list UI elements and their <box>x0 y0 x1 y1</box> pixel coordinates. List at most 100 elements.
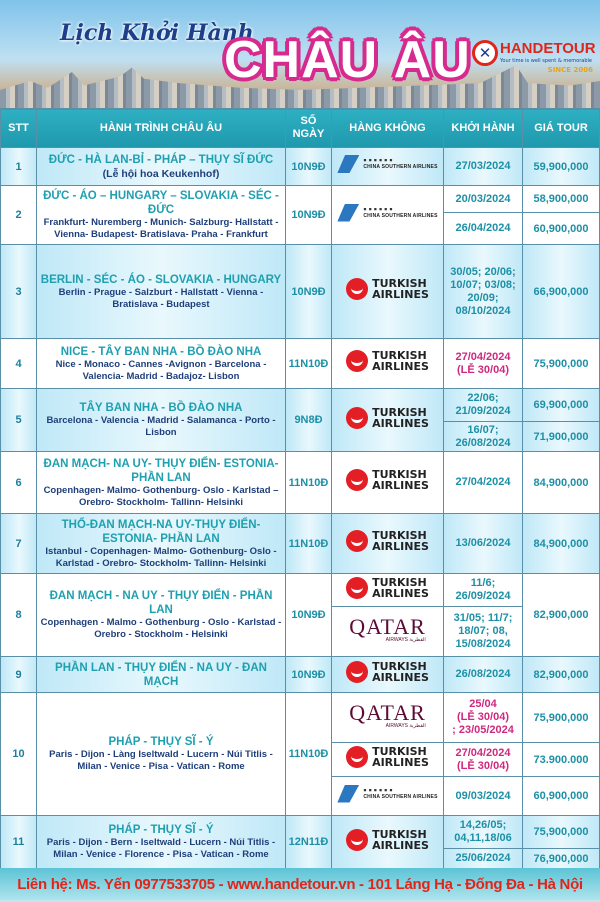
turkish-airlines-logo: TURKISH AIRLINES <box>346 575 429 599</box>
table-row: 9 PHẦN LAN - THỤY ĐIỂN - NA UY - ĐAN MẠCH… <box>0 656 600 693</box>
row-depart: 22/06; 21/09/2024 <box>443 388 523 422</box>
logo-text: CHINA SOUTHERN AIRLINES <box>363 793 438 800</box>
row-depart: 26/08/2024 <box>443 656 523 693</box>
table-row: 10 PHÁP - THỤY SĨ - Ý Paris - Dijon - Làng… <box>0 692 600 816</box>
depart-date: 27/04/2024 <box>455 746 511 759</box>
logo-text: AIRLINES <box>372 288 429 301</box>
depart-date: 25/06/2024 <box>455 852 511 864</box>
route-cities: Copenhagen - Malmo - Gothenburg - Oslo -… <box>40 617 282 640</box>
row-stt: 8 <box>0 573 37 657</box>
row-price: 58,900,000 <box>522 185 600 213</box>
depart-date: 11/6; 26/09/2024 <box>455 577 511 602</box>
table-row: TURKISH AIRLINES 27/04/2024 (LỄ 30/04) 73.90… <box>1 742 600 777</box>
row-depart: 27/04/2024 (LỄ 30/04) <box>443 338 523 389</box>
route-title: THỔ-ĐAN MẠCH-NA UY-THỤY ĐIỂN-ESTONIA- PH… <box>61 518 261 545</box>
row-price: 60,900,000 <box>522 776 600 816</box>
row-airline: TURKISH AIRLINES <box>331 742 444 777</box>
row-route: ĐỨC - ÁO – HUNGARY – SLOVAKIA - SÉC - ĐỨ… <box>36 185 286 245</box>
logo-text: AIRLINES <box>372 756 429 769</box>
depart-date: 27/03/2024 <box>455 160 511 172</box>
row-price: 71,900,000 <box>522 421 600 452</box>
row-days: 10N9Đ <box>285 147 332 186</box>
row-depart: 26/04/2024 <box>443 212 523 245</box>
row-stt: 9 <box>0 656 37 693</box>
footer-contact: Liên hệ: Ms. Yến 0977533705 - www.handet… <box>0 868 600 900</box>
depart-date: 26/04/2024 <box>455 222 511 234</box>
depart-date: 22/06; 21/09/2024 <box>455 392 511 417</box>
row-days: 11N10Đ <box>285 692 332 816</box>
china-southern-tail-icon <box>337 784 360 803</box>
row-airline: ▪▪▪▪▪▪ CHINA SOUTHERN AIRLINES <box>331 185 444 245</box>
turkish-airlines-icon <box>346 406 369 429</box>
row-depart: 27/04/2024 <box>443 451 523 514</box>
row-airline: TURKISH AIRLINES <box>331 451 444 514</box>
row-price: 73.900.000 <box>522 742 600 777</box>
row-stt: 10 <box>0 692 37 816</box>
route-title: TÂY BAN NHA - BỒ ĐÀO NHA <box>79 402 243 414</box>
logo-text: CHINA SOUTHERN AIRLINES <box>363 212 438 219</box>
depart-date: 09/03/2024 <box>455 789 511 802</box>
row-stt: 4 <box>0 338 37 389</box>
col-route: HÀNH TRÌNH CHÂU ÂU <box>36 108 286 148</box>
row-route: PHẦN LAN - THỤY ĐIỂN - NA UY - ĐAN MẠCH <box>36 656 286 693</box>
table-header-row: STT HÀNH TRÌNH CHÂU ÂU SỐ NGÀY HÀNG KHÔNG… <box>0 108 600 148</box>
depart-note: (LỄ 30/04) <box>457 363 509 376</box>
route-cities: Paris - Dijon - Làng Iseltwald - Lucern … <box>49 749 273 772</box>
row-airline: QATAR AIRWAYS القطرية <box>331 606 444 657</box>
col-days: SỐ NGÀY <box>285 108 332 148</box>
row-stt: 5 <box>0 388 37 452</box>
logo-text: TURKISH <box>372 660 427 673</box>
route-cities: Barcelona - Valencia - Madrid - Salamanc… <box>46 415 276 438</box>
logo-tagline: Your time is well spent & memorable <box>500 58 592 64</box>
logo-text: TURKISH <box>372 405 427 419</box>
row-price: 82,900,000 <box>522 573 600 657</box>
script-title: Lịch Khởi Hành <box>60 20 254 46</box>
depart-extra: ; 23/05/2024 <box>452 724 514 736</box>
depart-date: 27/04/2024 <box>455 350 511 363</box>
row-days: 10N9Đ <box>285 573 332 657</box>
row-airline: TURKISH AIRLINES <box>331 815 444 869</box>
row-days: 10N9Đ <box>285 185 332 245</box>
logo-text: QATAR <box>349 614 426 639</box>
depart-date: 30/05; 20/06; 10/07; 03/08; 20/09; 08/10… <box>450 265 516 317</box>
row-route: ĐỨC - HÀ LAN-BỈ - PHÁP – THỤY SĨ ĐỨC (Lễ … <box>36 147 286 186</box>
turkish-airlines-logo: TURKISH AIRLINES <box>346 405 429 429</box>
table-row: 25/06/2024 76,900,000 <box>1 848 600 869</box>
turkish-airlines-icon <box>346 576 369 599</box>
row-airline: TURKISH AIRLINES <box>331 244 444 339</box>
row-price: 84,900,000 <box>522 513 600 574</box>
qatar-airways-logo: QATAR AIRWAYS القطرية <box>349 700 426 730</box>
logo-text: QATAR <box>349 700 426 725</box>
route-title: ĐAN MẠCH- NA UY- THỤY ĐIỂN- ESTONIA- PHẦ… <box>43 457 279 484</box>
row-airline: ▪▪▪▪▪▪ CHINA SOUTHERN AIRLINES <box>331 147 444 186</box>
row-route: NICE - TÂY BAN NHA - BỒ ĐÀO NHA Nice - Mo… <box>36 338 286 389</box>
depart-date: 31/05; 11/7; 18/07; 08, 15/08/2024 <box>453 612 513 650</box>
logo-text: AIRWAYS القطرية <box>385 637 426 643</box>
row-depart: 14,26/05; 04,11,18/06 <box>443 815 523 849</box>
route-title: PHÁP - THỤY SĨ - Ý <box>108 824 214 836</box>
logo-text: TURKISH <box>372 349 427 362</box>
depart-date: 16/07; 26/08/2024 <box>455 423 511 449</box>
row-airline: TURKISH AIRLINES <box>331 338 444 389</box>
turkish-airlines-icon <box>346 469 369 491</box>
row-price: 59,900,000 <box>522 147 600 186</box>
depart-date: 27/04/2024 <box>455 476 511 488</box>
col-days-l1: SỐ <box>300 115 317 127</box>
row-days: 10N9Đ <box>285 244 332 339</box>
depart-note: (LỄ 30/04) <box>457 711 509 723</box>
col-airline: HÀNG KHÔNG <box>331 108 444 148</box>
logo-text: TURKISH <box>372 575 427 589</box>
row-days: 11N10Đ <box>285 451 332 514</box>
row-stt: 6 <box>0 451 37 514</box>
table-row: 6 ĐAN MẠCH- NA UY- THỤY ĐIỂN- ESTONIA- PH… <box>0 451 600 514</box>
row-airline: QATAR AIRWAYS القطرية <box>331 692 444 743</box>
table-row: ▪▪▪▪▪▪ CHINA SOUTHERN AIRLINES 09/03/2024 6… <box>1 776 600 816</box>
depart-date: 20/03/2024 <box>455 192 511 205</box>
turkish-airlines-icon <box>346 661 369 683</box>
row-days: 12N11Đ <box>285 815 332 869</box>
table-row: 2 ĐỨC - ÁO – HUNGARY – SLOVAKIA - SÉC - Đ… <box>0 185 600 245</box>
row-stt: 7 <box>0 513 37 574</box>
depart-date: 26/08/2024 <box>455 668 511 680</box>
row-route: TÂY BAN NHA - BỒ ĐÀO NHA Barcelona - Vale… <box>36 388 286 452</box>
route-cities: Nice - Monaco - Cannes -Avignon - Barcel… <box>55 358 267 382</box>
